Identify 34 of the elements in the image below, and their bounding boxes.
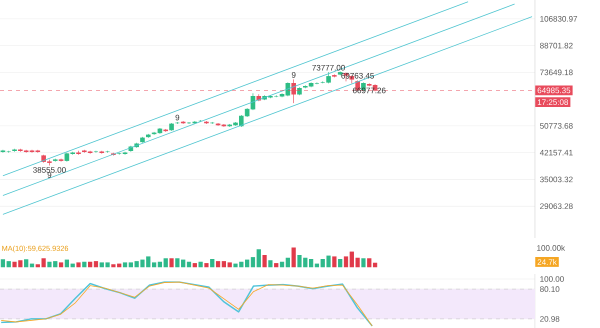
y-tick-label: 106830.97	[540, 16, 578, 22]
bar	[58, 262, 64, 268]
annotation: 9	[48, 172, 52, 178]
y-tick-label: 20.98	[540, 316, 560, 322]
bar	[76, 262, 81, 268]
y-tick-label: 42157.41	[540, 150, 573, 156]
bar	[338, 259, 342, 268]
y-tick-label: 73649.18	[540, 70, 573, 76]
bar	[169, 258, 174, 268]
bar	[292, 248, 296, 268]
y-tick-label: 80.10	[540, 286, 560, 292]
bar	[210, 259, 214, 268]
text: 17:25:08	[538, 99, 568, 105]
bar	[192, 263, 197, 268]
annotation: 9	[292, 72, 296, 78]
bar	[361, 258, 366, 268]
bar	[268, 260, 273, 268]
y-tick-label: 100.00	[540, 276, 564, 282]
annotation: 73777.00	[312, 64, 345, 71]
bar	[332, 256, 336, 268]
text: 100.00k	[537, 244, 566, 251]
y-tick-label: 29063.28	[540, 203, 573, 210]
ref-line-label: 64985.35	[538, 88, 570, 94]
bar	[82, 262, 86, 268]
bar	[204, 263, 209, 268]
y-tick-label: 88701.82	[540, 42, 573, 48]
bar	[262, 255, 267, 268]
y-tick-label: 35003.32	[540, 176, 573, 182]
annotation: 9	[176, 114, 180, 120]
bar	[274, 263, 278, 268]
annotation: 38555.00	[33, 167, 66, 173]
text: 24.7k	[538, 259, 557, 265]
bar	[198, 262, 203, 268]
y-tick-label: 50773.68	[540, 123, 573, 129]
